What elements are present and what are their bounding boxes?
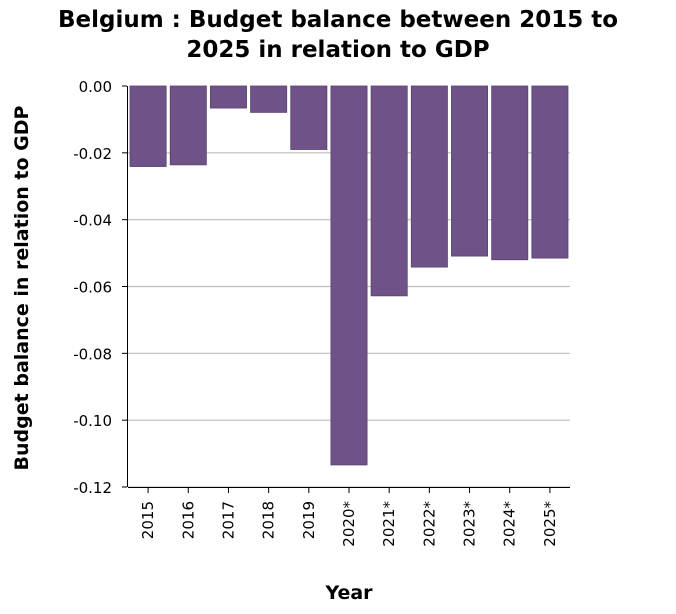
y-axis-label: Budget balance in relation to GDP [11, 105, 33, 470]
bar-2019 [290, 85, 328, 150]
x-axis-label: Year [324, 582, 373, 604]
bar-2016 [169, 85, 207, 166]
x-tick-label-10: 2025* [541, 501, 559, 547]
y-tick-label-1: -0.02 [73, 145, 112, 163]
y-tick-label-5: -0.10 [73, 412, 112, 430]
x-tick-label-2: 2017 [219, 501, 237, 539]
x-tick-label-0: 2015 [139, 501, 157, 539]
y-tick-label-3: -0.06 [73, 279, 112, 297]
x-tick-label-6: 2021* [380, 501, 398, 547]
bar-2024-est [491, 85, 529, 261]
bar-2020-est [330, 85, 368, 466]
bar-2021-est [370, 85, 408, 297]
bar-2018 [250, 85, 288, 113]
x-tick-label-5: 2020* [340, 501, 358, 547]
y-tick-label-2: -0.04 [73, 212, 112, 230]
x-tick-label-7: 2022* [420, 501, 438, 547]
x-tick-label-9: 2024* [501, 501, 519, 547]
y-axis: 0.00 -0.02 -0.04 -0.06 -0.08 -0.10 -0.12 [73, 78, 128, 497]
bar-2023-est [451, 85, 489, 257]
x-tick-label-3: 2018 [260, 501, 278, 539]
chart-title-line-1: Belgium : Budget balance between 2015 to [58, 7, 618, 33]
bar-2022-est [410, 85, 448, 268]
x-tick-label-8: 2023* [461, 501, 479, 547]
x-tick-label-4: 2019 [300, 501, 318, 539]
y-tick-label-0: 0.00 [79, 78, 112, 96]
y-tick-label-4: -0.08 [73, 345, 112, 363]
y-tick-label-6: -0.12 [73, 479, 112, 497]
bar-2025-est [531, 85, 569, 259]
bar-2017 [209, 85, 247, 109]
x-tick-label-1: 2016 [179, 501, 197, 539]
x-axis: 2015 2016 2017 2018 2019 2020* 2021* 2022* 2023*… [128, 487, 570, 547]
chart-title-line-2: 2025 in relation to GDP [186, 37, 489, 63]
bar-2015 [129, 85, 167, 167]
bars [129, 85, 569, 466]
